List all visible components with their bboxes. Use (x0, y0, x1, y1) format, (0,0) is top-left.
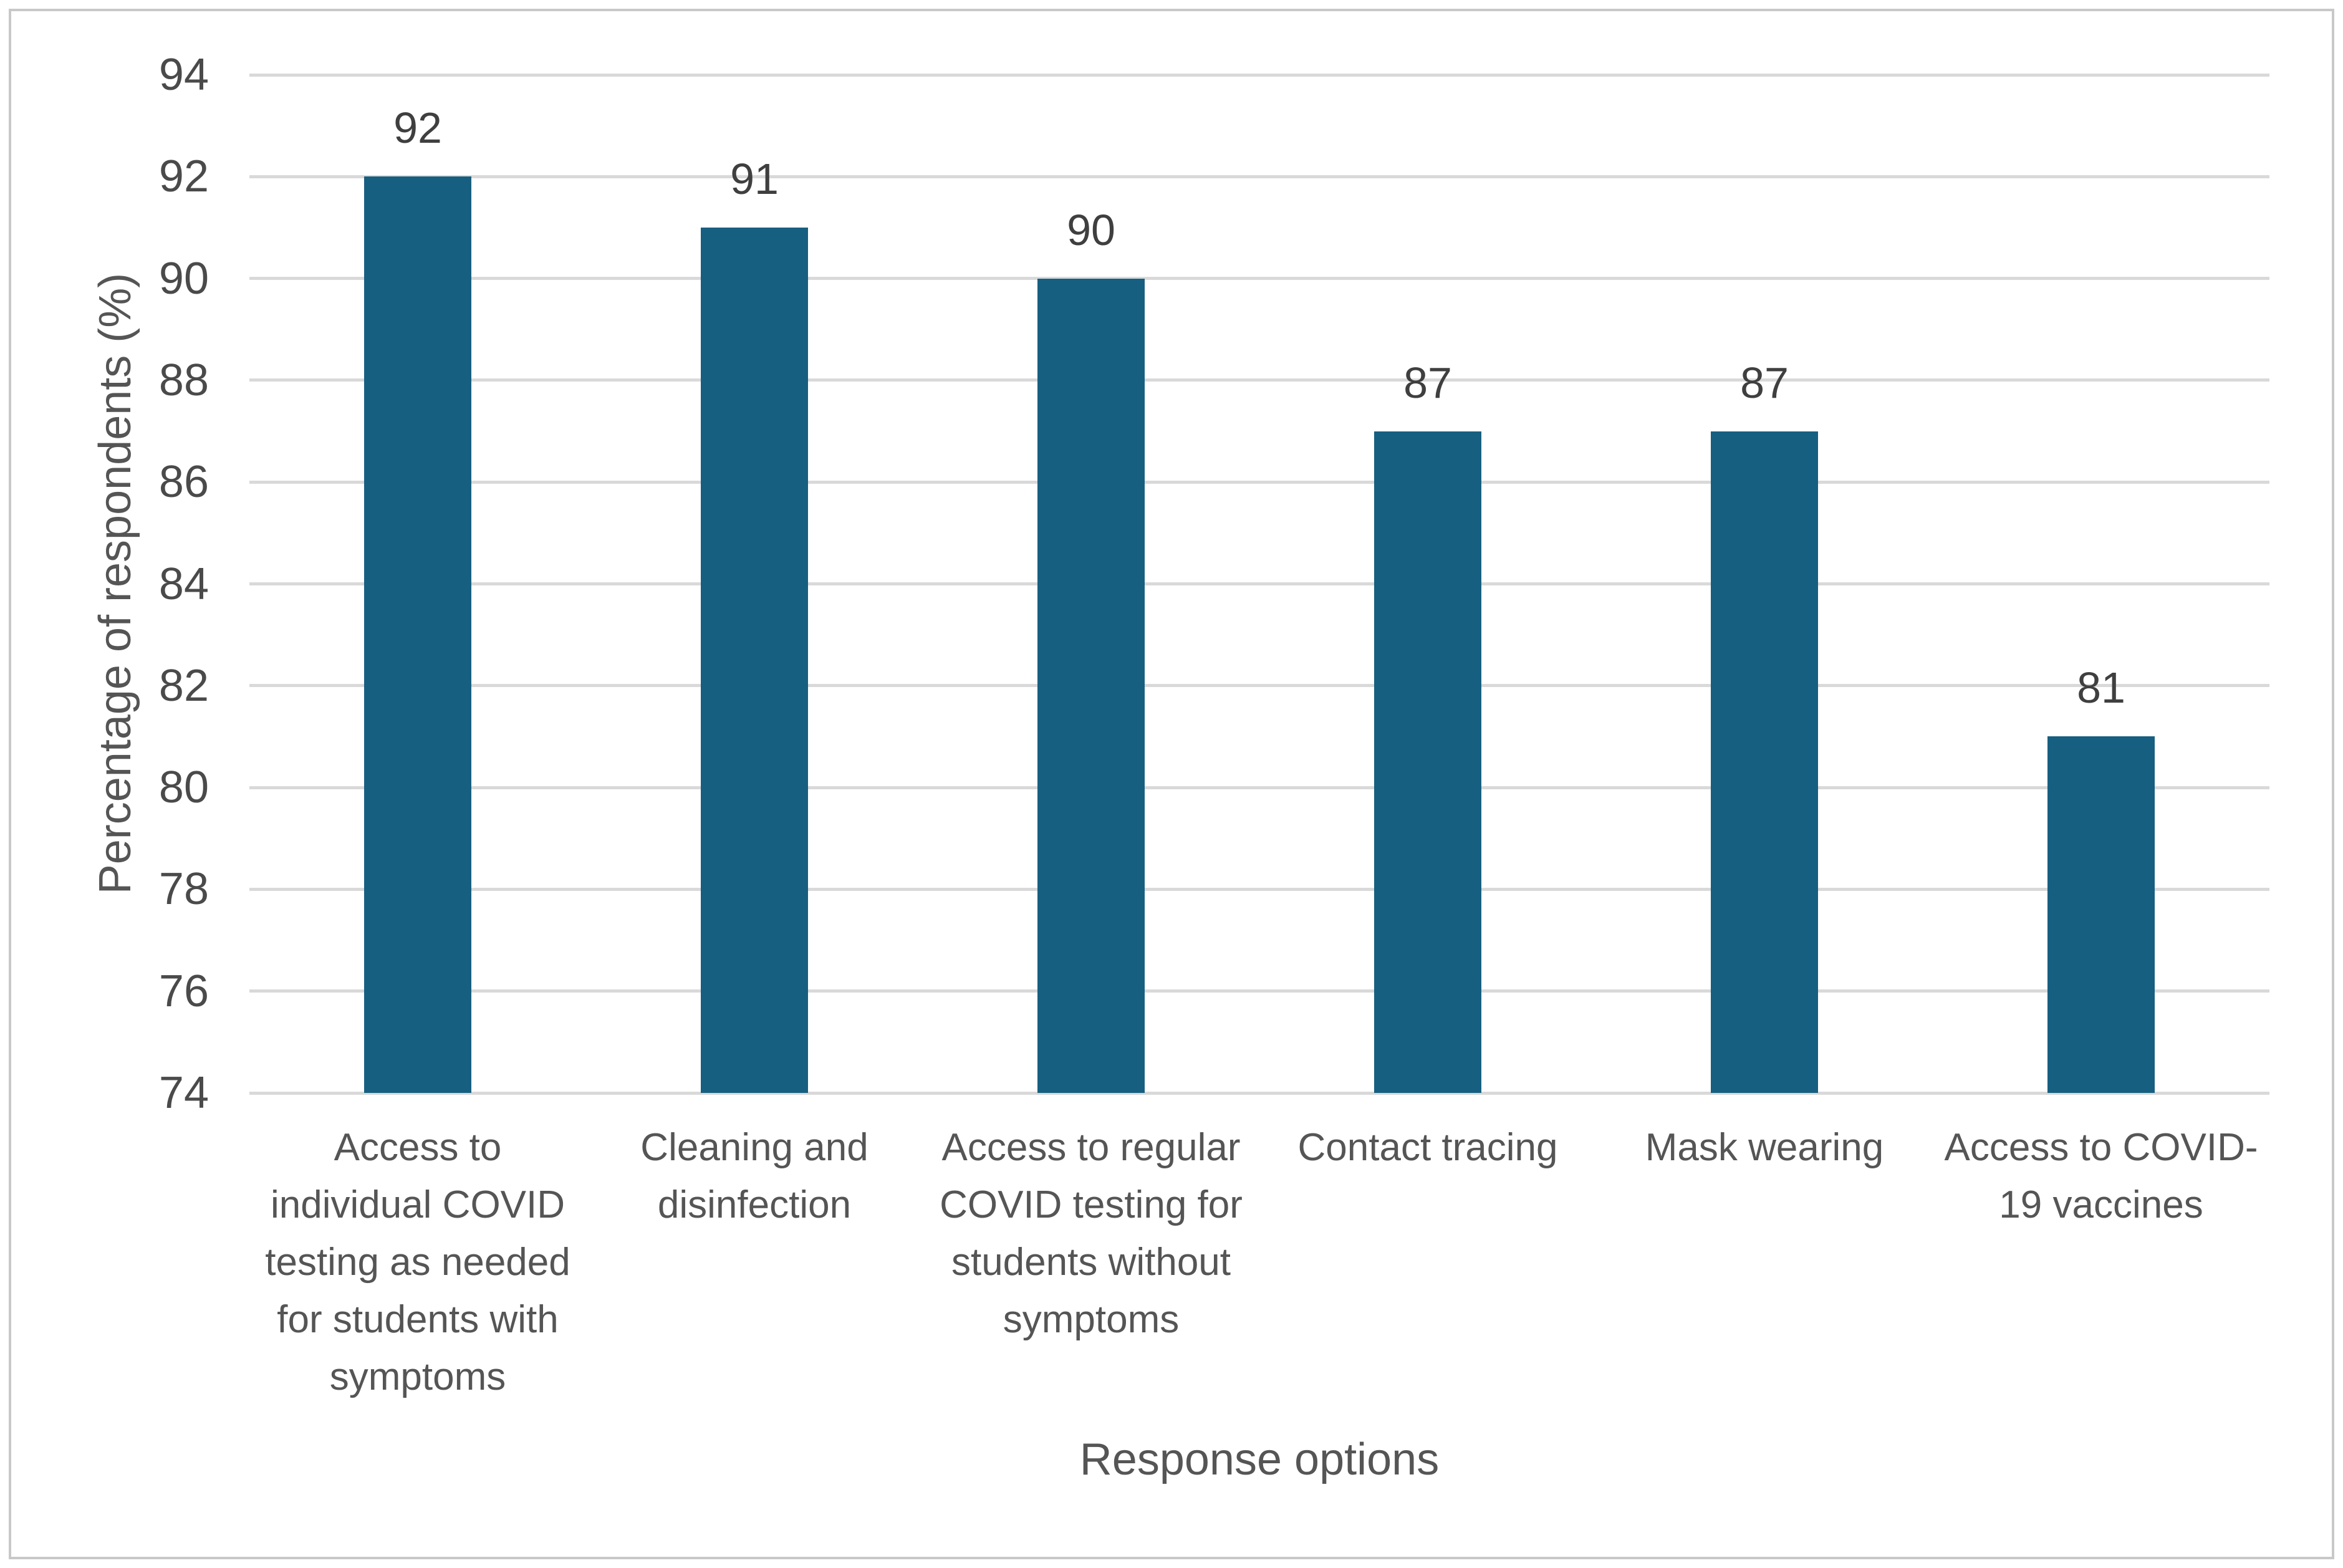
x-axis-title: Response options (1079, 1435, 1440, 1484)
bar-value-label: 81 (2077, 663, 2125, 713)
x-category-label: Mask wearing (1645, 1126, 1884, 1169)
y-tick-label: 92 (158, 152, 209, 202)
bar-value-label: 90 (1067, 205, 1115, 254)
gridline (249, 378, 2269, 382)
bar-value-label: 91 (730, 154, 779, 203)
y-tick-label: 88 (158, 355, 209, 405)
y-tick-label: 86 (158, 457, 209, 507)
gridline (249, 73, 2269, 77)
plot-area: 92 91 90 87 87 81 (249, 73, 2269, 1095)
y-tick-label: 94 (158, 50, 209, 100)
bar (1711, 431, 1818, 1093)
gridline (249, 684, 2269, 688)
x-category-label: Access to COVID- 19 vaccines (1944, 1126, 2258, 1226)
x-category-label: Contact tracing (1297, 1126, 1558, 1169)
gridline (249, 277, 2269, 281)
gridline (249, 582, 2269, 585)
y-tick-label: 82 (158, 660, 209, 711)
y-tick-label: 78 (158, 864, 209, 915)
y-tick-label: 74 (158, 1068, 209, 1118)
gridline (249, 1091, 2269, 1095)
bar-value-label: 87 (1740, 358, 1789, 407)
figure-border (9, 9, 2334, 1559)
x-category-label: Cleaning and disinfection (640, 1126, 868, 1226)
gridline (249, 480, 2269, 484)
bar (364, 176, 471, 1093)
bar (1374, 431, 1481, 1093)
bar (701, 227, 808, 1093)
y-tick-label: 90 (158, 253, 209, 304)
x-category-label: Access to individual COVID testing as ne… (265, 1126, 570, 1398)
bar (2047, 736, 2155, 1093)
bar-value-label: 92 (393, 103, 442, 153)
gridline (249, 887, 2269, 891)
bar-value-label: 87 (1403, 358, 1452, 407)
y-tick-label: 84 (158, 559, 209, 609)
x-category-label: Access to regular COVID testing for stud… (940, 1126, 1243, 1341)
y-tick-label: 80 (158, 762, 209, 813)
gridline (249, 175, 2269, 178)
gridline (249, 786, 2269, 789)
y-tick-label: 76 (158, 966, 209, 1016)
bar (1037, 278, 1145, 1093)
gridline (249, 989, 2269, 993)
